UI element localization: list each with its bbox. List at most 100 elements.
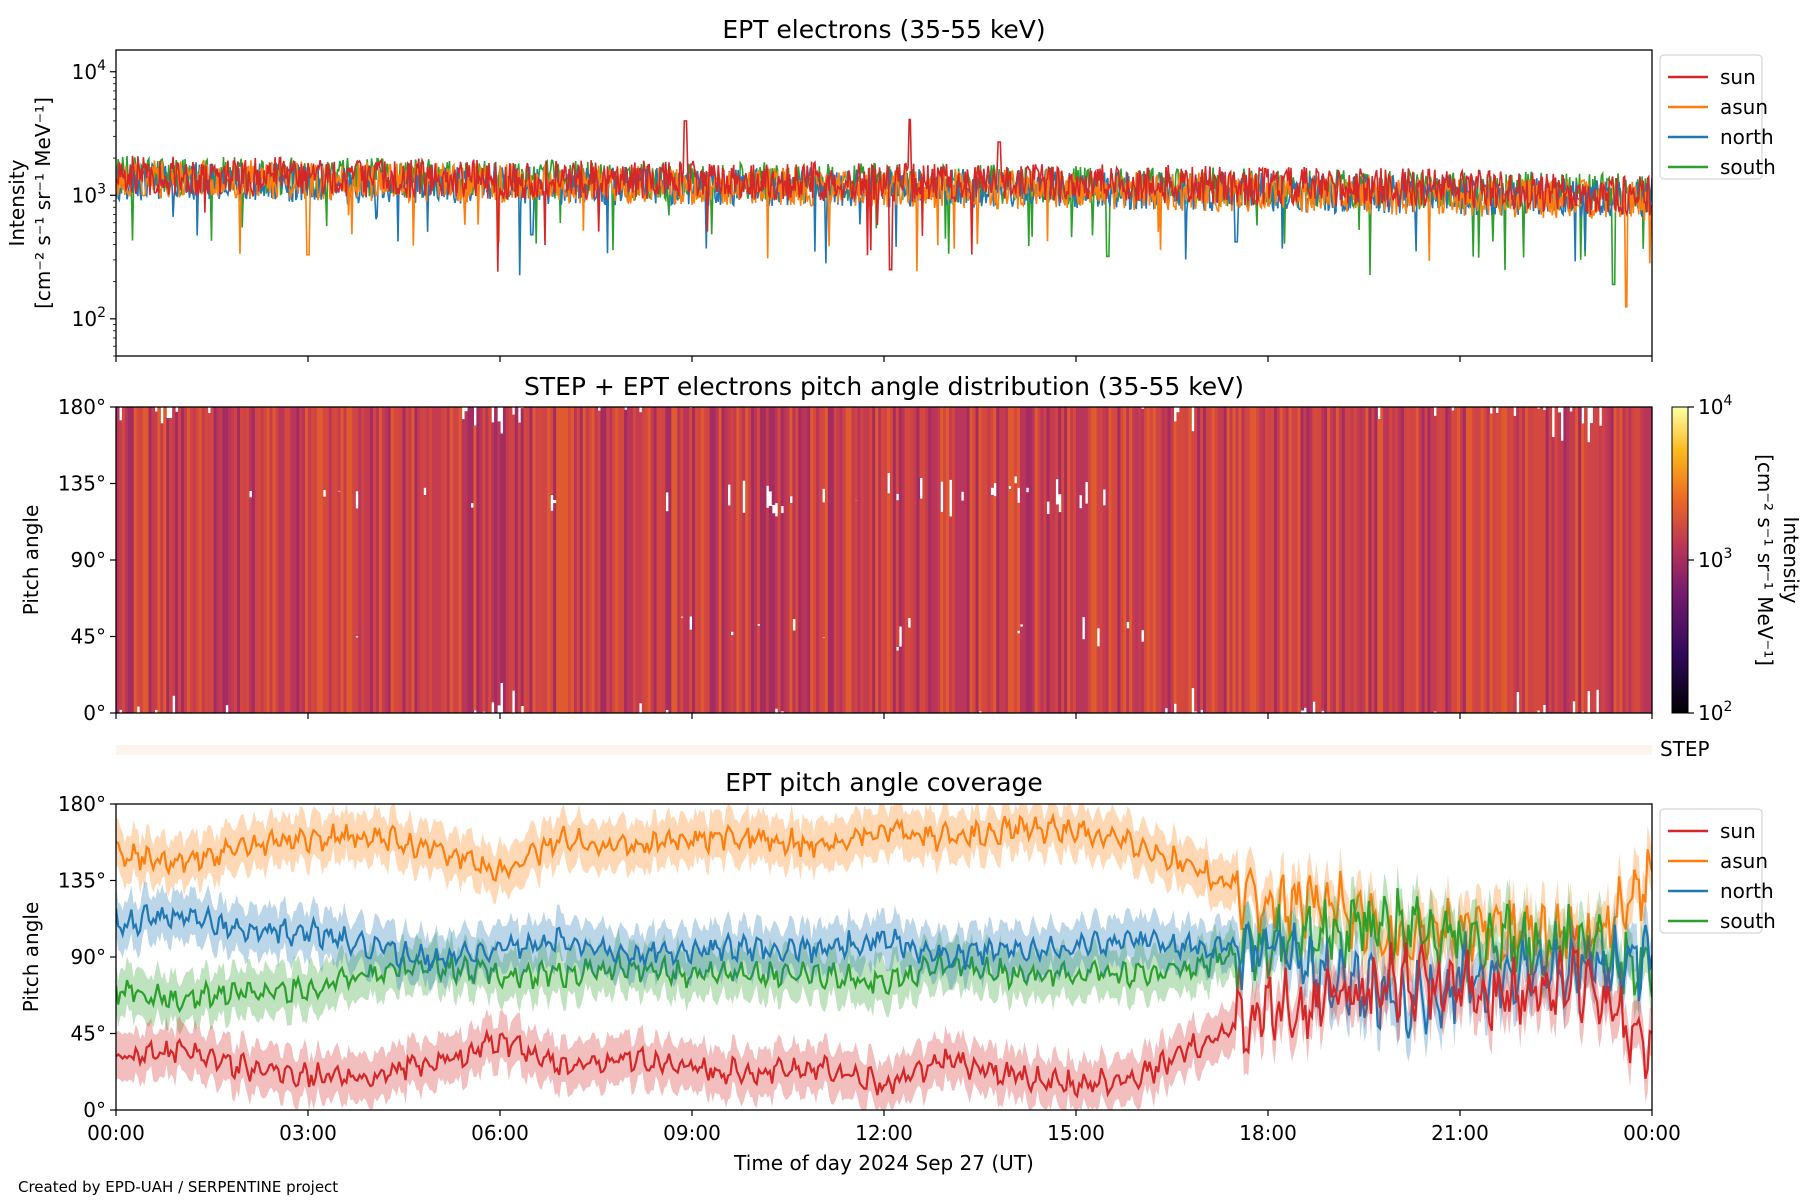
heatmap-cell <box>254 407 259 713</box>
x-tick-label: 15:00 <box>1047 1121 1105 1145</box>
heatmap-cell <box>1640 407 1644 713</box>
y-tick-label: 90° <box>71 945 106 969</box>
heatmap-cell <box>1256 407 1260 713</box>
colorbar-tick-exponent: 2 <box>1723 699 1732 715</box>
coverage-band-north <box>116 881 1652 1062</box>
heatmap-cell <box>751 407 755 713</box>
heatmap-cell <box>296 407 300 713</box>
heatmap-cell <box>686 407 690 713</box>
heatmap-cell <box>375 407 380 713</box>
heatmap-cell <box>804 407 808 713</box>
heatmap-cell <box>783 407 788 713</box>
heatmap-cell <box>1480 407 1485 713</box>
heatmap-cell <box>1415 407 1420 713</box>
panel1-series-group <box>116 118 1652 308</box>
heatmap-cell <box>854 500 859 713</box>
heatmap-cell <box>1330 407 1334 713</box>
heatmap-cell <box>653 407 658 713</box>
heatmap-cell <box>178 407 182 713</box>
heatmap-cell <box>183 407 188 713</box>
heatmap-cell <box>1474 407 1479 713</box>
heatmap-cell <box>972 407 977 713</box>
heatmap-cell <box>910 407 915 713</box>
series-line-asun <box>116 155 1652 308</box>
heatmap-cell <box>508 407 513 713</box>
x-tick-label: 00:00 <box>87 1121 145 1145</box>
heatmap-cell <box>541 407 545 713</box>
heatmap-cell <box>464 411 469 713</box>
heatmap-cell <box>954 407 959 713</box>
heatmap-cell <box>1078 407 1083 496</box>
heatmap-cell <box>919 407 923 478</box>
heatmap-cell <box>1533 407 1538 713</box>
heatmap-cell <box>1492 407 1497 713</box>
heatmap-cell <box>1309 407 1313 713</box>
coverage-band-sun <box>116 918 1652 1110</box>
heatmap-cell <box>1563 407 1567 713</box>
heatmap-cell <box>836 407 841 713</box>
heatmap-cell <box>662 407 667 713</box>
heatmap-cell <box>697 407 702 713</box>
heatmap-cell <box>1539 407 1544 713</box>
heatmap-cell <box>937 407 941 713</box>
heatmap-cell <box>925 407 929 713</box>
heatmap-cell <box>677 407 681 713</box>
heatmap-cell <box>1371 407 1375 713</box>
heatmap-cell <box>632 407 637 713</box>
heatmap-cell <box>1294 407 1299 713</box>
heatmap-cell <box>765 407 770 486</box>
panel1-ylabel-line2: [cm⁻² s⁻¹ sr⁻¹ MeV⁻¹] <box>31 97 55 309</box>
heatmap-cell <box>789 502 794 713</box>
heatmap-cell <box>913 407 918 713</box>
heatmap-cell <box>500 433 504 683</box>
heatmap-cell <box>1406 407 1411 713</box>
heatmap-cell <box>733 407 737 713</box>
heatmap-cell <box>644 407 649 713</box>
heatmap-cell <box>163 407 167 713</box>
heatmap-cell <box>482 407 486 712</box>
heatmap-cell <box>579 407 584 713</box>
coverage-band-asun <box>116 804 1652 991</box>
heatmap-cell <box>1575 407 1579 713</box>
heatmap-cell <box>1087 407 1092 713</box>
heatmap-cell <box>1510 407 1514 713</box>
heatmap-cell <box>1424 407 1429 713</box>
heatmap-cell <box>624 409 628 713</box>
heatmap-cell <box>739 407 743 713</box>
heatmap-cell <box>429 407 433 713</box>
panel1-y-axis: 102 103 104 <box>72 58 116 357</box>
heatmap-cell <box>585 407 590 713</box>
heatmap-cell <box>1353 407 1358 713</box>
heatmap-cell <box>1566 407 1570 713</box>
heatmap-cell <box>1046 514 1051 713</box>
y-tick-label: 135° <box>58 472 106 496</box>
heatmap-cell <box>931 407 935 713</box>
heatmap-cell <box>1604 407 1609 713</box>
heatmap-cell <box>1016 633 1021 713</box>
heatmap-cell <box>1268 407 1272 713</box>
heatmap-cell <box>1040 407 1045 713</box>
heatmap-cell <box>1341 407 1346 713</box>
heatmap-cell <box>665 511 669 710</box>
heatmap-cell <box>553 407 557 500</box>
heatmap-cell <box>1282 407 1287 713</box>
heatmap-cell <box>801 407 805 713</box>
heatmap-cell <box>1200 407 1204 710</box>
heatmap-cell <box>266 407 271 713</box>
heatmap-cell <box>582 407 587 713</box>
heatmap-cell <box>975 407 980 713</box>
y-tick-exponent: 4 <box>97 58 106 74</box>
heatmap-cell <box>1028 407 1033 713</box>
heatmap-cell <box>1025 492 1030 713</box>
heatmap-cell <box>139 407 144 713</box>
heatmap-cell <box>426 407 430 713</box>
heatmap-cell <box>328 407 333 713</box>
y-tick-exponent: 2 <box>97 305 106 321</box>
legend-label-asun: asun <box>1720 849 1768 873</box>
heatmap-cell <box>1548 407 1553 713</box>
heatmap-cell <box>990 494 994 713</box>
heatmap-cell <box>1465 407 1470 713</box>
heatmap-cell <box>1182 407 1186 713</box>
panel1-ylabel-line1: Intensity <box>5 159 29 246</box>
